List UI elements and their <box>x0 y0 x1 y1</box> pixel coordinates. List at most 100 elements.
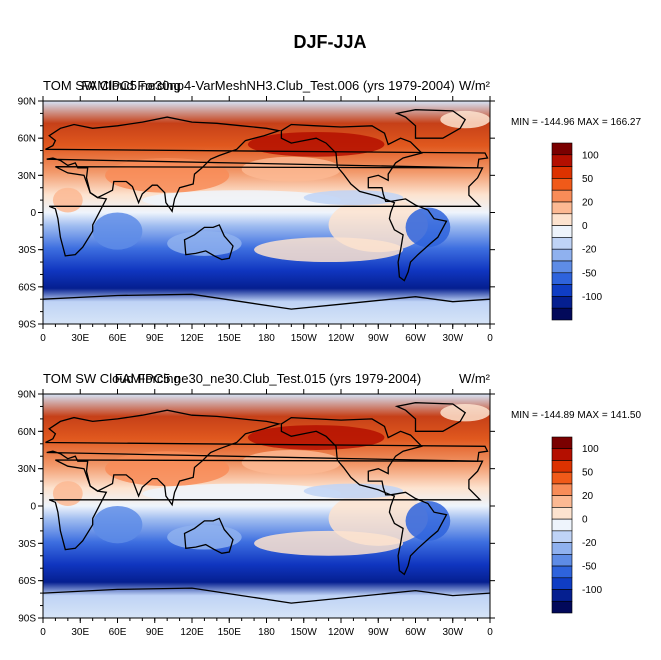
colorbar-box <box>551 178 573 191</box>
colorbar: 100 50 20 0 -20 -50 -100 <box>551 142 602 321</box>
x-tick-label: 120E <box>180 627 204 638</box>
panel-title-left: TOM SW Cloud Forcing <box>43 371 181 386</box>
x-tick-label: 90E <box>146 627 164 638</box>
coastline <box>45 409 489 507</box>
field-patch <box>52 187 83 213</box>
field-patch <box>142 190 341 211</box>
colorbar-box <box>551 518 573 532</box>
colorbar-box <box>551 436 573 450</box>
colorbar-label: 0 <box>582 221 588 232</box>
colorbar-box <box>551 600 573 614</box>
field-patch <box>92 506 143 544</box>
colorbar-label: -20 <box>582 538 597 549</box>
coastline-antarctica <box>43 587 490 604</box>
panel-units: W/m² <box>459 371 491 386</box>
field-patch <box>254 237 404 263</box>
coastline <box>48 459 484 551</box>
colorbar-box <box>551 201 573 215</box>
field-patch <box>247 131 385 157</box>
y-tick-label: 60N <box>18 134 36 145</box>
colorbar-label: 100 <box>582 444 599 455</box>
y-tick-label: 60S <box>18 282 36 293</box>
coastline <box>388 491 448 576</box>
x-tick-label: 30E <box>71 627 89 638</box>
field-patch <box>52 481 83 506</box>
field-patch <box>142 483 341 504</box>
field-patch <box>105 157 230 193</box>
colorbar-box <box>551 554 573 567</box>
x-tick-label: 60E <box>109 333 127 344</box>
x-tick-label: 150E <box>218 333 242 344</box>
coastline <box>280 123 423 203</box>
y-tick-label: 30N <box>18 171 36 182</box>
colorbar-label: 20 <box>582 198 594 209</box>
x-tick-label: 60W <box>405 333 426 344</box>
x-tick-label: 30W <box>442 333 463 344</box>
colorbar-label: -20 <box>582 245 597 256</box>
coastline <box>183 517 234 554</box>
field-patch <box>92 212 143 250</box>
y-tick-label: 90N <box>18 97 36 108</box>
colorbar-label: -100 <box>582 585 602 596</box>
x-tick-label: 180 <box>258 333 275 344</box>
colorbar-box <box>551 483 573 496</box>
coastline <box>183 224 234 261</box>
field-patch <box>241 156 341 182</box>
x-tick-label: 90W <box>368 333 389 344</box>
min-max-label: MIN = -144.89 MAX = 141.50 <box>511 410 642 421</box>
coastline <box>394 109 467 139</box>
coastline <box>280 416 423 496</box>
panel-title-left: TOM SW Cloud Forcing <box>43 78 181 93</box>
colorbar-box <box>551 237 573 250</box>
min-max-label: MIN = -144.96 MAX = 166.27 <box>511 117 642 128</box>
colorbar-box <box>551 565 573 579</box>
field-patch <box>303 190 404 206</box>
colorbar-box <box>551 142 573 156</box>
colorbar-box <box>551 577 573 590</box>
colorbar-label: -50 <box>582 562 597 573</box>
colorbar-box <box>551 248 573 262</box>
x-tick-label: 0 <box>40 627 46 638</box>
coastline <box>45 116 489 213</box>
colorbar-box <box>551 225 573 238</box>
colorbar-box <box>551 154 573 167</box>
colorbar-box <box>551 448 573 461</box>
x-tick-label: 30E <box>71 333 89 344</box>
coastlines <box>43 109 490 310</box>
coastline <box>394 402 467 432</box>
colorbar-label: 20 <box>582 491 594 502</box>
colorbar-box <box>551 284 573 297</box>
y-tick-label: 90S <box>18 614 36 625</box>
colorbar-box <box>551 213 573 226</box>
panel-title-center: FAMIPC5.ne30_ne30.Club_Test.015 (yrs 197… <box>115 371 421 386</box>
coastline <box>388 198 448 282</box>
figure-title: DJF-JJA <box>293 32 366 52</box>
x-tick-label: 120E <box>180 333 204 344</box>
x-tick-label: 0 <box>487 333 493 344</box>
map-panel-1: 0 30E 60E 90E 120E 150E 180 150W 120W 90W 60W 30W 09… <box>18 78 642 344</box>
x-tick-label: 150W <box>291 627 318 638</box>
colorbar-box <box>551 507 573 520</box>
y-tick-label: 60S <box>18 576 36 587</box>
colorbar-box <box>551 260 573 274</box>
x-tick-label: 60E <box>109 627 127 638</box>
coastlines <box>43 402 490 604</box>
colorbar-box <box>551 471 573 485</box>
field-patch <box>405 207 451 248</box>
x-tick-label: 90W <box>368 627 389 638</box>
colorbar-label: -50 <box>582 268 597 279</box>
colorbar-box <box>551 495 573 508</box>
y-tick-label: 90N <box>18 390 36 401</box>
x-tick-label: 180 <box>258 627 275 638</box>
colorbar-box <box>551 530 573 543</box>
field-patch <box>241 450 341 475</box>
colorbar-box <box>551 166 573 179</box>
field-patch <box>105 451 230 487</box>
colorbar-box <box>551 589 573 602</box>
field-patch <box>247 425 385 450</box>
x-tick-label: 30W <box>442 627 463 638</box>
colorbar-box <box>551 296 573 309</box>
colorbar-label: 50 <box>582 174 594 185</box>
colorbar-box <box>551 272 573 285</box>
coastline-antarctica <box>43 293 490 310</box>
